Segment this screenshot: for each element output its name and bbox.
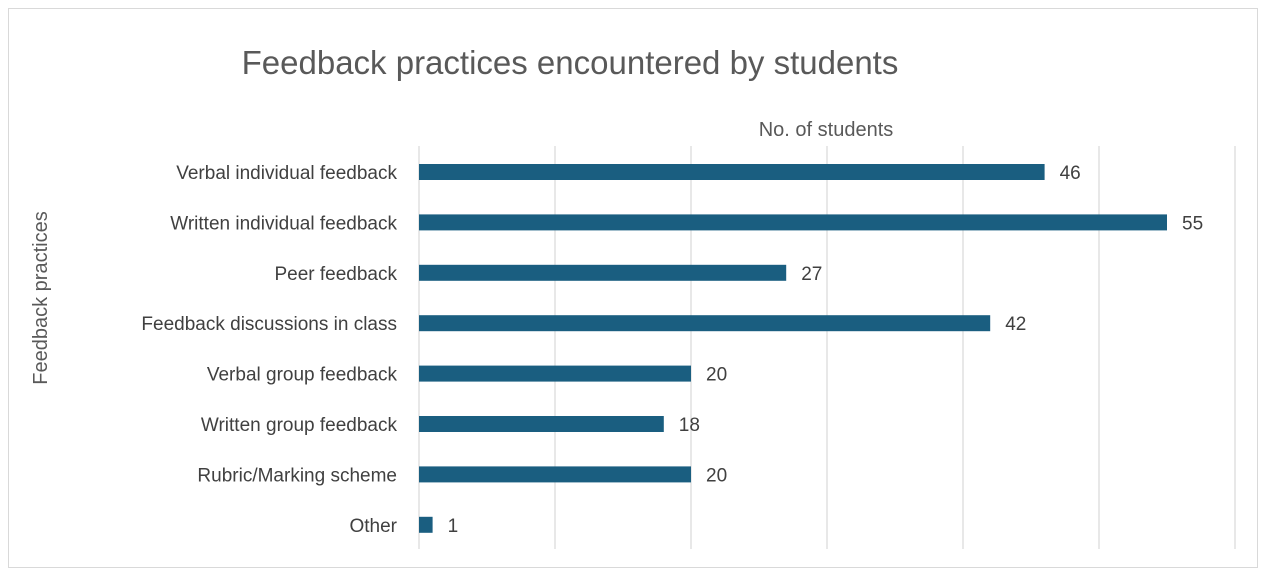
data-label: 27	[801, 264, 822, 285]
data-label: 55	[1182, 213, 1203, 234]
data-label: 18	[679, 415, 700, 436]
data-label: 20	[706, 365, 727, 386]
data-label: 46	[1060, 163, 1081, 184]
data-label: 42	[1005, 314, 1026, 335]
category-label: Written individual feedback	[170, 213, 397, 234]
value-labels: 46 55 27 42 20 18 20 1	[448, 163, 1204, 537]
category-labels: Verbal individual feedback Written indivi…	[141, 163, 397, 537]
bar	[419, 416, 664, 432]
y-axis-title: Feedback practices	[30, 211, 52, 384]
bar	[419, 315, 991, 332]
bar	[419, 164, 1045, 180]
category-label: Verbal individual feedback	[176, 163, 397, 184]
category-label: Feedback discussions in class	[141, 314, 397, 335]
bar	[419, 264, 787, 281]
x-axis-title: No. of students	[759, 119, 894, 141]
chart-title: Feedback practices encountered by studen…	[242, 44, 899, 81]
category-label: Other	[349, 516, 397, 537]
bar	[419, 365, 691, 382]
bar	[419, 214, 1167, 231]
data-label: 1	[448, 516, 459, 537]
category-label: Peer feedback	[274, 264, 397, 285]
bars-group	[419, 164, 1167, 533]
category-label: Rubric/Marking scheme	[197, 465, 397, 486]
category-label: Verbal group feedback	[207, 365, 398, 386]
data-label: 20	[706, 465, 727, 486]
bar	[419, 466, 691, 483]
bar	[419, 516, 433, 533]
category-label: Written group feedback	[201, 415, 398, 436]
gridlines	[418, 146, 1236, 549]
